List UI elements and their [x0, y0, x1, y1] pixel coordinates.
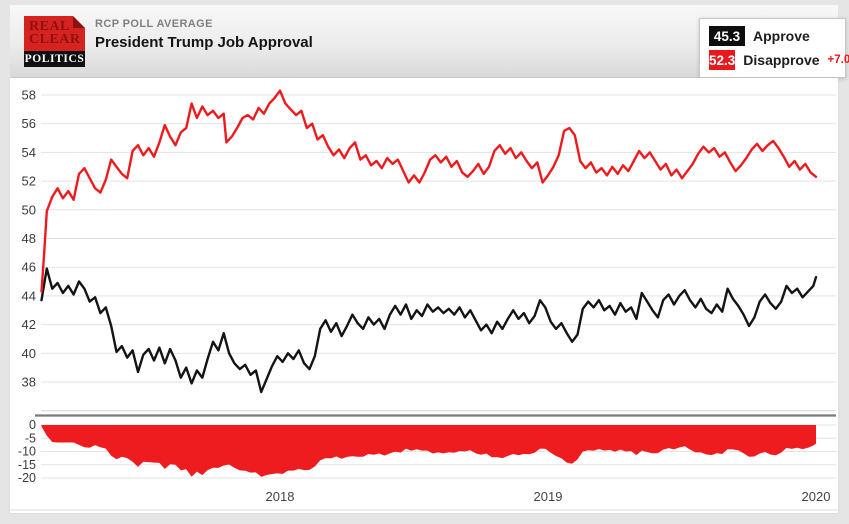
legend-row-approve: 45.3 Approve	[709, 26, 836, 46]
approval-trend-chart: 58 56 54 52 50 48 46 44 42 40 38 0-5-10-15-20 2018 20…	[10, 88, 838, 511]
svg-text:56: 56	[22, 116, 36, 131]
svg-text:2018: 2018	[266, 489, 295, 504]
svg-text:2019: 2019	[534, 489, 563, 504]
logo-fold-corner-icon	[73, 16, 85, 28]
chart-kicker: RCP POLL AVERAGE	[95, 18, 213, 30]
svg-text:-5: -5	[25, 431, 36, 445]
disapprove-value-badge: 52.3	[709, 50, 736, 70]
svg-text:58: 58	[22, 88, 36, 103]
spread-delta-value: +7.0	[827, 54, 849, 66]
svg-text:38: 38	[22, 375, 36, 390]
svg-text:54: 54	[22, 145, 36, 160]
legend-row-disapprove: 52.3 Disapprove +7.0	[709, 50, 849, 70]
svg-text:0: 0	[29, 418, 36, 432]
svg-text:44: 44	[22, 288, 36, 303]
legend-box: 45.3 Approve 52.3 Disapprove +7.0	[699, 18, 849, 78]
disapprove-label: Disapprove	[743, 52, 820, 68]
approve-label: Approve	[753, 28, 810, 44]
page-header: REAL CLEAR POLITICS RCP POLL AVERAGE Pre…	[10, 5, 849, 78]
rcp-logo[interactable]: REAL CLEAR POLITICS	[24, 16, 85, 67]
page-title: President Trump Job Approval	[95, 34, 313, 51]
svg-text:40: 40	[22, 346, 36, 361]
svg-text:48: 48	[22, 231, 36, 246]
logo-text-politics: POLITICS	[24, 53, 85, 65]
svg-text:50: 50	[22, 202, 36, 217]
logo-text-real: REAL	[29, 19, 70, 34]
svg-text:-10: -10	[18, 445, 36, 459]
svg-text:-20: -20	[18, 471, 36, 485]
svg-text:-15: -15	[18, 458, 36, 472]
title-block: RCP POLL AVERAGE President Trump Job App…	[95, 18, 313, 51]
approve-value-badge: 45.3	[709, 26, 745, 46]
logo-text-clear: CLEAR	[29, 32, 81, 47]
svg-text:42: 42	[22, 317, 36, 332]
svg-text:2020: 2020	[802, 489, 831, 504]
chart-card: 58 56 54 52 50 48 46 44 42 40 38 0 -5 -10 -15 -20 2018 20…	[10, 78, 838, 513]
svg-text:52: 52	[22, 174, 36, 189]
svg-text:46: 46	[22, 260, 36, 275]
